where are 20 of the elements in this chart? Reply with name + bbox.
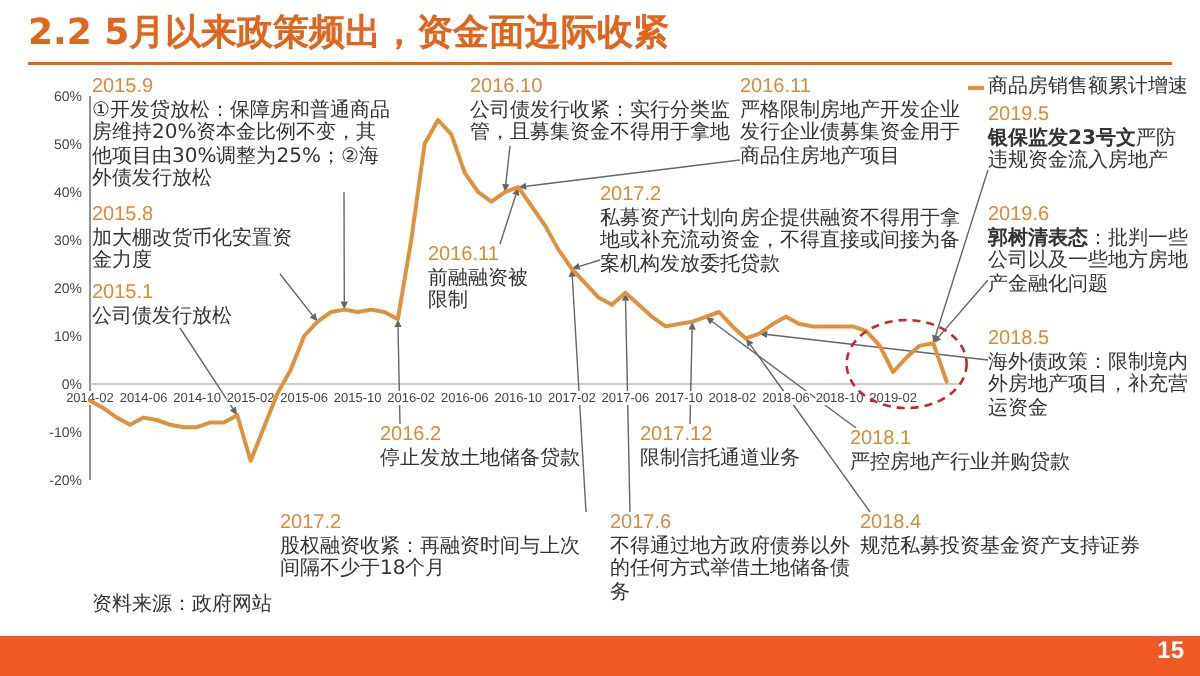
annotation: 2015.1 公司债发行放松 — [92, 282, 234, 328]
annotation: 2019.5 银保监发23号文严防违规资金流入房地产 — [988, 104, 1178, 173]
annotation: 2015.8 加大棚改货币化安置资金力度 — [92, 204, 292, 273]
legend-label: 商品房销售额累计增速 — [988, 76, 1188, 99]
annotation: 2017.12 限制信托通道业务 — [640, 424, 800, 470]
annotation: 2015.9 ①开发贷放松：保障房和普通商品房维持20%资本金比例不变，其他项目由30%调整为25%；②海外债发行放松 — [92, 76, 392, 191]
chart-title: 2.2 5月以来政策频出，资金面边际收紧 — [28, 10, 670, 56]
annotation: 2017.6 不得通过地方政府债券以外的任何方式举借土地储备债务 — [610, 512, 850, 604]
annotation: 2018.5 海外债政策：限制境内外房地产项目，补充营运资金 — [988, 328, 1188, 420]
annotation: 2019.6 郭树清表态：批判一些公司以及一些地方房地产金融化问题 — [988, 204, 1188, 296]
annotation: 2017.2 私募资产计划向房企提供融资不得用于拿地或补充流动资金，不得直接或间接为备案机构发放委托贷款 — [600, 184, 960, 276]
annotation: 2018.1 严控房地产行业并购贷款 — [850, 428, 1070, 474]
annotation: 2017.2 股权融资收紧：再融资时间与上次间隔不少于18个月 — [280, 512, 580, 581]
annotation: 2016.11 前融融资被限制 — [428, 244, 528, 313]
text: 资料来源：政府网站 — [92, 594, 272, 617]
annotation: 2018.4 规范私募投资基金资产支持证券 — [860, 512, 1140, 558]
annotation: 2016.10 公司债发行收紧：实行分类监管，且募集资金不得用于拿地 — [470, 76, 730, 145]
text: 15 — [1157, 636, 1184, 664]
annotation: 2016.11 严格限制房地产开发企业发行企业债募集资金用于商品住房地产项目 — [740, 76, 960, 168]
annotation: 2016.2 停止发放土地储备贷款 — [380, 424, 580, 470]
